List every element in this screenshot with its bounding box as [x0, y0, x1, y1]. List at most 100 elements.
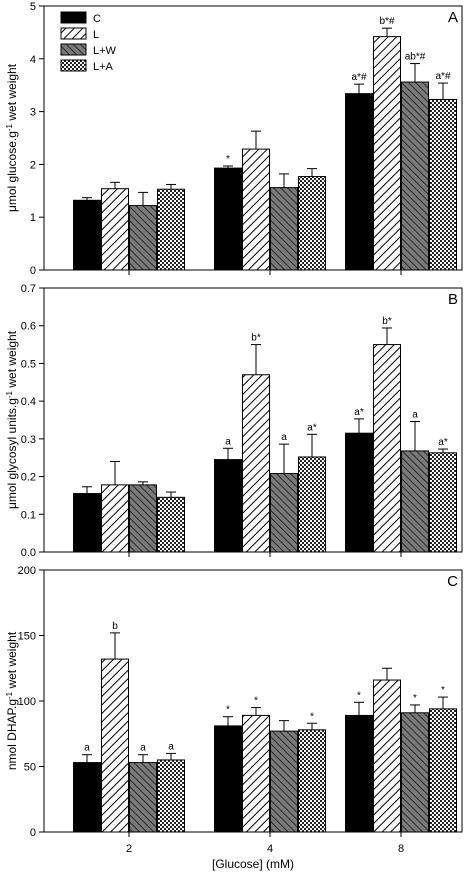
significance-label: * — [226, 705, 230, 716]
significance-label: * — [226, 154, 230, 165]
significance-label: ab*# — [405, 52, 426, 63]
significance-label: * — [254, 696, 258, 707]
significance-label: b — [112, 621, 118, 632]
x-tick-label: 8 — [398, 843, 404, 855]
significance-label: * — [357, 690, 361, 701]
bar-lplusw — [401, 450, 429, 553]
bar-c — [214, 459, 242, 553]
bar-lplusa — [429, 708, 457, 833]
bar-lplusw — [129, 484, 157, 553]
bar-l — [373, 36, 401, 271]
bar-lplusa — [157, 759, 185, 833]
y-tick-label: 0.3 — [21, 434, 36, 446]
bar-lplusa — [298, 729, 326, 833]
y-tick-label: 0.4 — [21, 396, 36, 408]
y-tick-label: 0.2 — [21, 472, 36, 484]
legend-label: L+W — [93, 45, 117, 57]
bar-l — [101, 188, 129, 271]
legend-label: L+A — [93, 61, 114, 73]
y-tick-label: 3 — [30, 107, 36, 119]
significance-label: a — [281, 432, 287, 443]
bar-l — [242, 148, 270, 271]
significance-label: a* — [438, 437, 448, 448]
chart-panel-a: 0 1 2 3 4 5 μmol glucose.g-1 wet weight A * a*# b*… — [5, 1, 463, 277]
y-tick-label: 0.5 — [21, 358, 36, 370]
significance-label: b* — [251, 333, 261, 344]
bar-c — [73, 762, 101, 833]
y-axis-label: μmol glycosyl units.g-1 wet weight — [5, 330, 20, 509]
bar-lplusw — [401, 81, 429, 271]
bar-lplusa — [298, 456, 326, 553]
legend-swatch — [60, 43, 87, 56]
significance-label: a* — [354, 407, 364, 418]
y-tick-label: 200 — [18, 565, 36, 577]
x-tick-label: 2 — [126, 843, 132, 855]
y-tick-label: 4 — [30, 54, 36, 66]
bar-lplusw — [270, 473, 298, 553]
y-tick-label: 1 — [30, 212, 36, 224]
bar-c — [345, 432, 373, 553]
bar-lplusa — [429, 98, 457, 271]
y-tick-label: 0 — [30, 265, 36, 277]
bar-lplusa — [157, 496, 185, 553]
y-tick-label: 2 — [30, 159, 36, 171]
significance-label: a — [168, 741, 174, 752]
y-tick-label: 0.6 — [21, 321, 36, 333]
significance-label: a — [225, 436, 231, 447]
y-tick-label: 0 — [30, 827, 36, 839]
legend-label: L — [93, 29, 99, 41]
significance-label: b*# — [379, 16, 394, 27]
legend: CL L+W L+A — [60, 11, 117, 73]
bar-c — [345, 93, 373, 271]
bar-lplusa — [298, 176, 326, 271]
legend-swatch — [60, 27, 87, 40]
bar-c — [73, 493, 101, 553]
y-axis-label: μmol glucose.g-1 wet weight — [5, 63, 20, 212]
bar-l — [242, 374, 270, 553]
panel-label: C — [447, 573, 458, 590]
legend-swatch — [60, 11, 87, 24]
legend-swatch — [60, 59, 87, 72]
y-tick-label: 150 — [18, 631, 36, 643]
panel-label: B — [448, 291, 458, 308]
x-tick-label: 4 — [267, 843, 273, 855]
significance-label: a — [412, 410, 418, 421]
chart-panel-b: 0.0 0.1 0.2 0.3 0.4 0.5 0.6 0.7 μmol glycosyl un… — [5, 283, 463, 559]
y-tick-label: 0.0 — [21, 547, 36, 559]
bar-l — [101, 658, 129, 833]
panel-label: A — [448, 9, 458, 26]
significance-label: a*# — [435, 71, 450, 82]
chart-panel-c: 0 50 100 150 200 nmol DHAP.g-1 wet weight Ca b a… — [5, 565, 463, 871]
bar-l — [101, 484, 129, 553]
significance-label: b* — [382, 316, 392, 327]
significance-label: * — [310, 711, 314, 722]
bar-lplusw — [270, 187, 298, 271]
significance-label: a*# — [351, 72, 366, 83]
bar-l — [373, 679, 401, 833]
significance-label: a* — [307, 422, 317, 433]
y-tick-label: 100 — [18, 696, 36, 708]
y-axis-label: nmol DHAP.g-1 wet weight — [5, 631, 20, 770]
bar-l — [373, 344, 401, 553]
significance-label: * — [441, 685, 445, 696]
significance-label: a — [140, 743, 146, 754]
significance-label: * — [413, 693, 417, 704]
bar-c — [214, 167, 242, 271]
legend-label: C — [93, 13, 101, 25]
bar-lplusw — [129, 205, 157, 271]
bar-c — [214, 725, 242, 833]
bar-lplusw — [401, 712, 429, 833]
bar-l — [242, 714, 270, 833]
bar-lplusa — [157, 188, 185, 271]
y-tick-label: 50 — [24, 762, 36, 774]
significance-label: a — [84, 743, 90, 754]
bar-lplusw — [270, 730, 298, 833]
bar-lplusa — [429, 452, 457, 553]
y-tick-label: 0.1 — [21, 509, 36, 521]
y-tick-label: 5 — [30, 1, 36, 13]
bar-c — [345, 714, 373, 833]
x-axis-label: [Glucose] (mM) — [212, 857, 294, 871]
bar-c — [73, 199, 101, 271]
bar-lplusw — [129, 762, 157, 833]
